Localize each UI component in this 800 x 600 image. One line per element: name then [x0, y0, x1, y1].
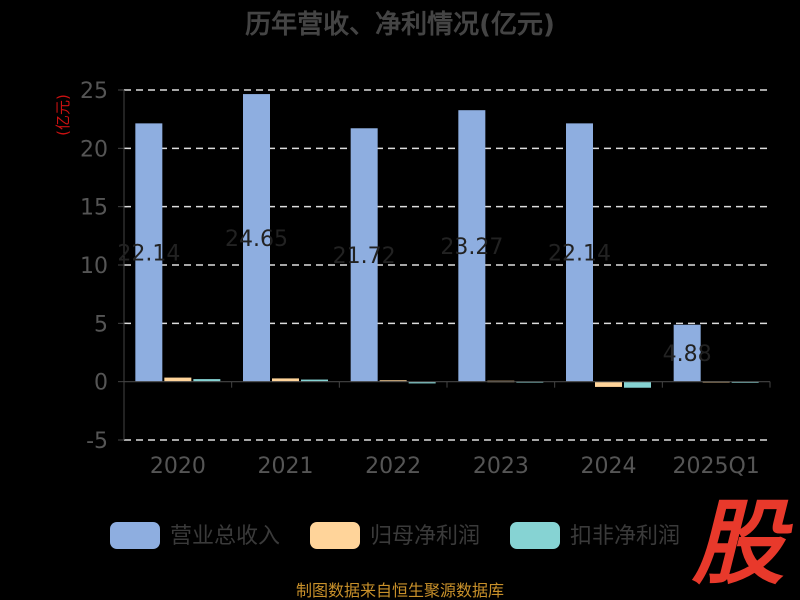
y-tick-label: 0	[94, 371, 108, 396]
bar	[566, 123, 593, 382]
bar	[193, 379, 221, 382]
legend-swatch	[110, 522, 160, 549]
data-label: 24.65	[225, 227, 288, 252]
bar	[243, 94, 270, 382]
bar	[272, 378, 299, 382]
y-tick-label: 10	[80, 254, 108, 279]
y-tick-label: -5	[86, 429, 108, 454]
data-label: 23.27	[440, 235, 503, 260]
x-tick-label: 2024	[581, 454, 637, 479]
bar	[624, 381, 651, 388]
bar	[673, 324, 701, 382]
data-labels: 22.14 24.65 21.72 23.27 22.14 4.88	[117, 227, 711, 367]
bar	[379, 380, 407, 382]
bar	[408, 381, 436, 384]
bar	[164, 377, 192, 382]
bar	[350, 128, 378, 382]
axes: -5 0 5 10 15 20 25 2020 2021 2022 2023 2024 2025Q1	[80, 79, 771, 479]
data-label: 21.72	[333, 244, 396, 269]
legend: 营业总收入 归母净利润 扣非净利润	[110, 522, 680, 549]
bar	[595, 381, 622, 387]
legend-label: 扣非净利润	[570, 524, 680, 549]
legend-label: 归母净利润	[370, 524, 480, 549]
bar	[135, 123, 163, 382]
y-tick-label: 5	[94, 312, 108, 337]
bars	[135, 94, 759, 388]
bar	[458, 110, 486, 382]
legend-label: 营业总收入	[170, 524, 280, 549]
y-tick-label: 25	[80, 79, 108, 104]
x-tick-label: 2020	[150, 454, 206, 479]
data-label: 4.88	[663, 342, 712, 367]
y-tick-label: 15	[80, 196, 108, 221]
footer-source: 制图数据来自恒生聚源数据库	[296, 581, 504, 600]
data-label: 22.14	[548, 242, 611, 267]
x-tick-label: 2021	[258, 454, 314, 479]
bar	[301, 379, 328, 382]
x-tick-label: 2022	[365, 454, 421, 479]
y-tick-label: 20	[80, 137, 108, 162]
logo: 股	[691, 490, 793, 597]
y-axis-label: (亿元)	[54, 94, 72, 136]
x-tick-label: 2023	[473, 454, 529, 479]
chart-title: 历年营收、净利情况(亿元)	[245, 9, 555, 40]
legend-swatch	[510, 522, 560, 549]
data-label: 22.14	[117, 242, 180, 267]
legend-swatch	[310, 522, 360, 549]
x-tick-label: 2025Q1	[673, 454, 760, 479]
